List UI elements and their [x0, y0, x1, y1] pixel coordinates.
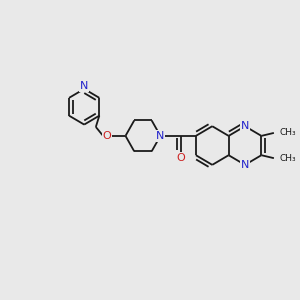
Text: O: O	[176, 153, 185, 163]
Text: CH₃: CH₃	[279, 128, 296, 137]
Text: N: N	[241, 160, 249, 170]
Text: N: N	[156, 131, 165, 141]
Text: N: N	[241, 121, 249, 131]
Text: N: N	[80, 81, 88, 91]
Text: O: O	[103, 131, 111, 141]
Text: CH₃: CH₃	[279, 154, 296, 163]
